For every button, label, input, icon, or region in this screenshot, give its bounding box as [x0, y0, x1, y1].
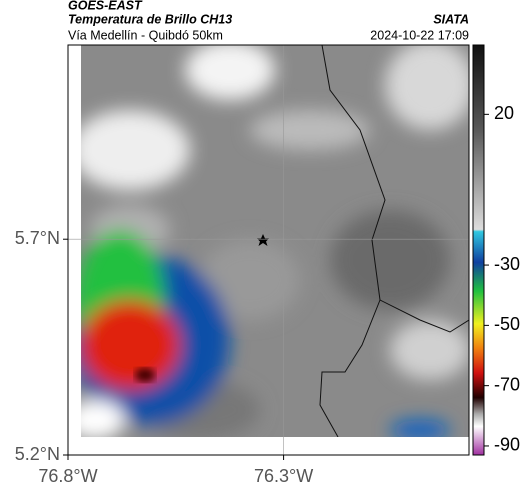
colorbar-tick-label: -90	[494, 435, 520, 455]
map-frame	[67, 44, 470, 456]
x-tick-label: 76.3°W	[254, 466, 313, 486]
satellite-image	[81, 45, 469, 437]
timestamp: 2024-10-22 17:09	[370, 28, 469, 42]
colorbar-tick-label: 20	[494, 103, 514, 123]
colorbar-tick-label: -30	[494, 254, 520, 274]
y-tick-label: 5.7°N	[15, 228, 60, 248]
colorbar-tick-label: -70	[494, 374, 520, 394]
x-tick-label: 76.8°W	[38, 466, 97, 486]
satellite: GOES-EAST	[68, 0, 143, 12]
subtitle: Vía Medellín - Quibdó 50km	[68, 28, 223, 42]
source: SIATA	[433, 12, 469, 26]
colorbar	[472, 44, 485, 456]
title: Temperatura de Brillo CH13	[68, 12, 232, 26]
y-tick-label: 5.2°N	[15, 444, 60, 464]
colorbar-tick-label: -50	[494, 314, 520, 334]
